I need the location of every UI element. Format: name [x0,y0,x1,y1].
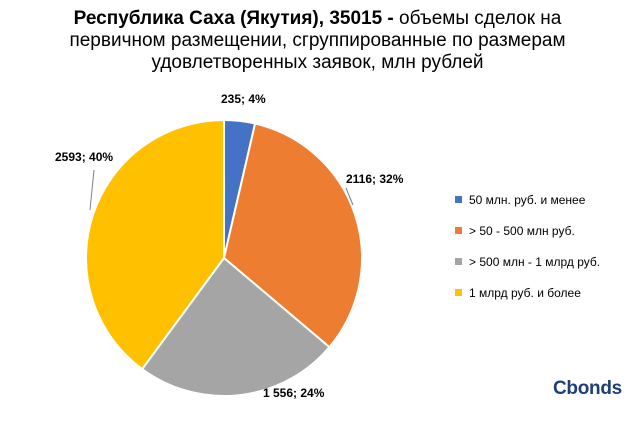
legend: 50 млн. руб. и менее > 50 - 500 млн руб. >… [455,192,600,316]
legend-swatch-4 [455,289,462,296]
data-label-2: 2116; 32% [346,172,404,186]
legend-swatch-3 [455,258,462,265]
legend-swatch-2 [455,227,462,234]
legend-label-1: 50 млн. руб. и менее [469,192,586,207]
pie-slice-3 [140,256,331,397]
title-line1-rest: объемы сделок на [393,8,562,29]
legend-label-2: > 50 - 500 млн руб. [469,223,575,238]
title-line2: первичном размещении, сгруппированные по… [69,30,566,51]
legend-item-4: 1 млрд руб. и более [455,285,600,300]
cbonds-logo: Cbonds [553,378,622,399]
data-label-3: 1 556; 24% [263,386,325,400]
leader-line-4 [89,169,95,211]
pie-slice-2 [222,122,363,349]
data-label-1: 235; 4% [221,92,266,106]
pie-slice-4 [85,118,225,371]
legend-item-2: > 50 - 500 млн руб. [455,223,600,238]
legend-label-3: > 500 млн - 1 млрд руб. [469,254,601,269]
leader-line-2 [345,187,354,206]
legend-item-3: > 500 млн - 1 млрд руб. [455,254,600,269]
legend-swatch-1 [455,196,462,203]
legend-label-4: 1 млрд руб. и более [469,285,581,300]
chart-title: Республика Саха (Якутия), 35015 - объемы… [0,8,635,74]
data-label-4: 2593; 40% [55,150,113,164]
title-bold: Республика Саха (Якутия), 35015 - [73,8,394,29]
legend-item-1: 50 млн. руб. и менее [455,192,600,207]
title-line3: удовлетворенных заявок, млн рублей [151,52,484,73]
